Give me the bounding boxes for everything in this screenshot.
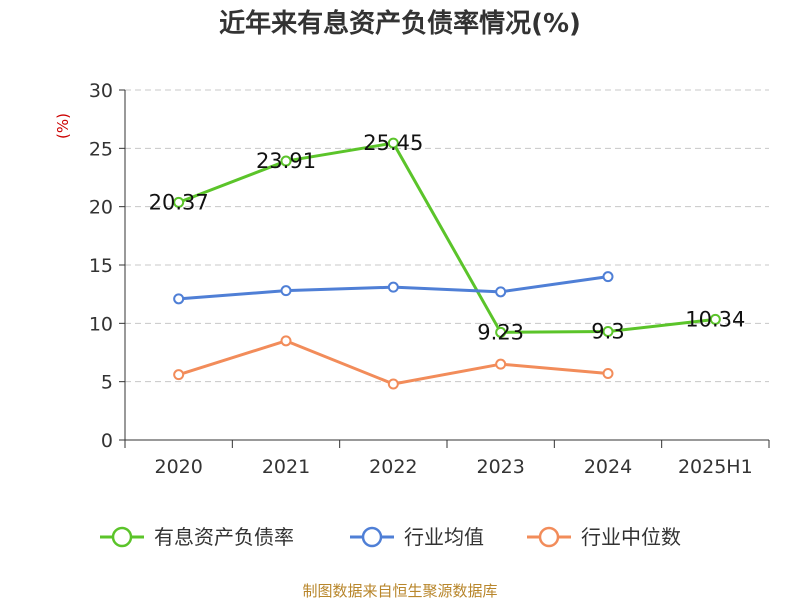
legend-label: 行业均值 bbox=[404, 525, 484, 549]
x-tick-label: 2021 bbox=[262, 456, 310, 478]
y-tick-label: 15 bbox=[89, 255, 113, 277]
legend-label: 行业中位数 bbox=[581, 525, 681, 549]
chart-title: 近年来有息资产负债率情况(%) bbox=[219, 8, 581, 39]
legend-marker bbox=[538, 526, 560, 548]
data-point bbox=[495, 286, 507, 298]
data-point bbox=[495, 326, 507, 338]
legend-item: 行业均值 bbox=[350, 525, 484, 549]
legend-marker bbox=[111, 526, 133, 548]
y-tick-label: 0 bbox=[101, 430, 113, 452]
data-label: 25.45 bbox=[363, 131, 423, 155]
y-tick-label: 25 bbox=[89, 138, 113, 160]
data-label: 23.91 bbox=[256, 149, 316, 173]
y-axis-label: (%) bbox=[54, 113, 72, 139]
y-tick-label: 20 bbox=[89, 197, 113, 219]
data-point bbox=[602, 368, 614, 379]
legend-item: 有息资产负债率 bbox=[100, 525, 294, 549]
data-point bbox=[280, 285, 292, 297]
y-tick-label: 5 bbox=[101, 372, 113, 394]
y-tick-label: 10 bbox=[89, 313, 113, 335]
data-point bbox=[173, 369, 185, 381]
data-label: 20.37 bbox=[149, 190, 209, 214]
data-point bbox=[495, 358, 507, 370]
legend-item: 行业中位数 bbox=[527, 525, 681, 549]
data-point bbox=[709, 313, 721, 325]
data-point bbox=[387, 137, 399, 149]
series-line bbox=[178, 141, 716, 334]
x-tick-label: 2022 bbox=[369, 456, 417, 478]
data-label: 10.34 bbox=[685, 307, 745, 331]
series-line bbox=[178, 339, 609, 386]
data-point bbox=[387, 378, 399, 390]
legend-label: 有息资产负债率 bbox=[154, 525, 294, 549]
data-point bbox=[602, 271, 614, 283]
legend-marker bbox=[361, 526, 383, 548]
data-point bbox=[173, 293, 185, 305]
data-point bbox=[173, 196, 185, 208]
data-label: 9.23 bbox=[477, 320, 524, 344]
x-tick-label: 2020 bbox=[154, 456, 202, 478]
data-point bbox=[280, 335, 292, 347]
x-tick-label: 2023 bbox=[476, 456, 524, 478]
x-tick-label: 2024 bbox=[584, 456, 632, 478]
y-tick-label: 30 bbox=[89, 80, 113, 102]
data-point bbox=[602, 326, 614, 337]
source-note: 制图数据来自恒生聚源数据库 bbox=[302, 582, 497, 600]
data-label: 9.3 bbox=[591, 320, 624, 344]
x-tick-label: 2025H1 bbox=[678, 456, 753, 478]
data-point bbox=[387, 281, 399, 293]
data-point bbox=[280, 155, 292, 167]
